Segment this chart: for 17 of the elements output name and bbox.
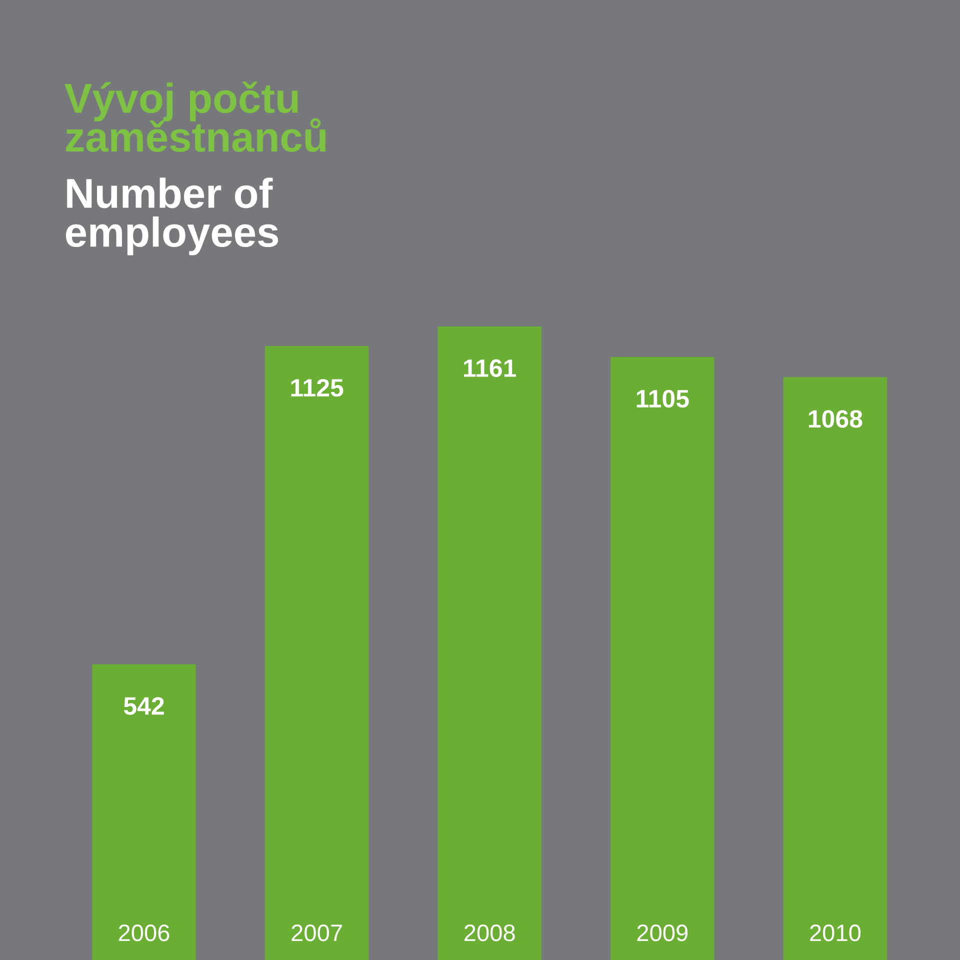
bar [438, 326, 542, 960]
data-label: 1161 [464, 359, 516, 378]
x-tick-label: 2007 [292, 924, 342, 942]
data-label: 1068 [808, 410, 862, 428]
data-label: 1105 [636, 390, 689, 408]
data-label: 1125 [291, 378, 344, 397]
bar [92, 664, 196, 960]
x-tick-label: 2010 [810, 924, 861, 942]
bar [610, 356, 714, 960]
x-tick-label: 2009 [637, 924, 688, 942]
chart-subtitle: Number of employees [66, 178, 278, 256]
chart-title: Vývoj počtu zaměstnanců [64, 82, 326, 152]
bar [264, 346, 369, 960]
x-tick-label: 2008 [464, 924, 515, 942]
x-tick-label: 2006 [118, 924, 170, 942]
data-label: 542 [124, 697, 164, 715]
bar [783, 377, 888, 960]
